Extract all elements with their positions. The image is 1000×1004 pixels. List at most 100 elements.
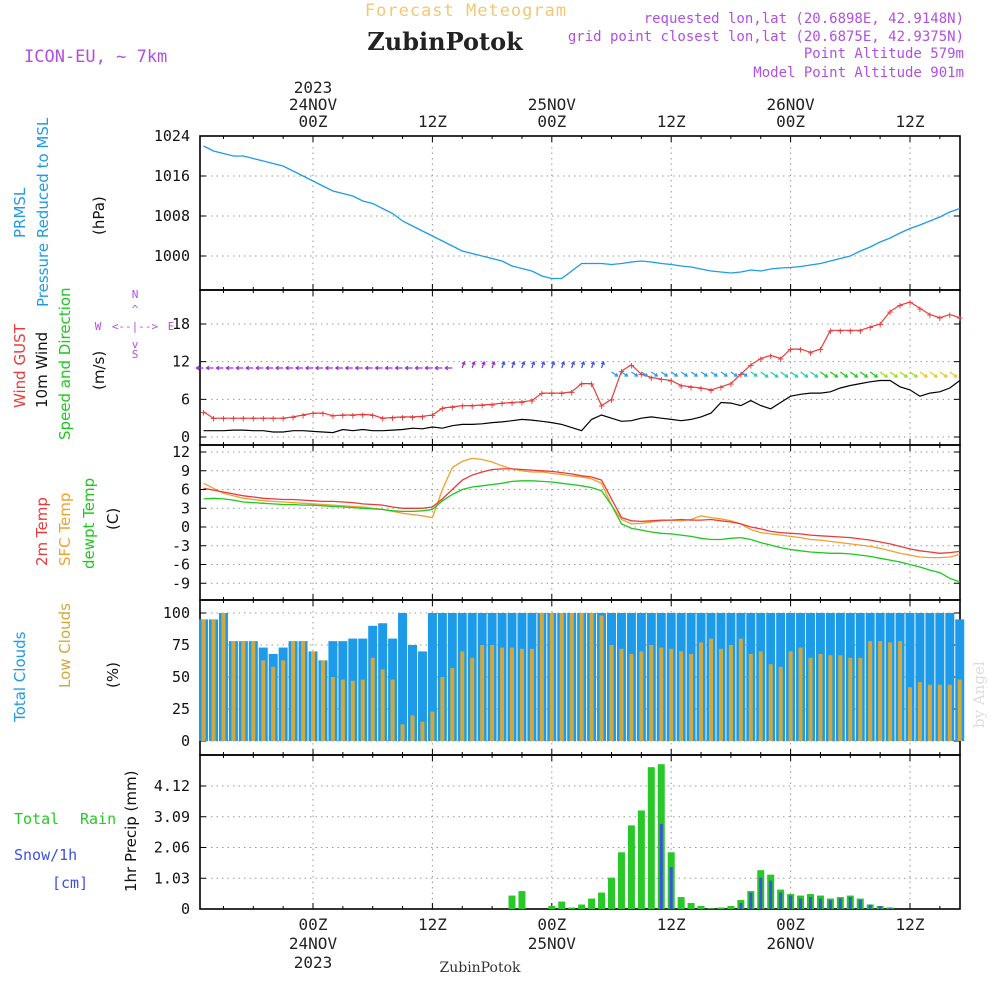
wind10m-line: [203, 379, 961, 434]
low-clouds-label: Low Clouds: [56, 603, 74, 688]
ytick-label: 3.09: [154, 808, 190, 826]
gust-marker: +: [668, 375, 675, 388]
gust-marker: +: [638, 368, 645, 381]
low-cloud-bar: [818, 653, 823, 741]
wind-arrow-head: [551, 360, 556, 366]
wind-arrow-head: [824, 373, 829, 378]
wind-arrow-head: [743, 372, 748, 377]
low-cloud-bar: [510, 647, 514, 741]
low-cloud-bar: [957, 679, 962, 741]
low-cloud-bar: [440, 677, 445, 741]
low-cloud-bar: [420, 721, 425, 741]
gust-marker: +: [419, 410, 426, 423]
rain-bar: [578, 904, 586, 909]
low-cloud-bar: [311, 651, 315, 741]
wind-arrow: [830, 371, 838, 378]
wind-arrow-head: [570, 360, 576, 366]
wind-arrow-head: [294, 365, 299, 371]
ytick-label: -9: [172, 574, 190, 592]
gust-marker: +: [200, 406, 207, 419]
total-cloud-bar: [417, 651, 427, 741]
wind-arrow-head: [434, 365, 439, 371]
snow-bar: [848, 897, 852, 909]
low-cloud-bar: [709, 638, 713, 741]
wind-arrow-head: [634, 372, 639, 377]
snow-unit: [cm]: [52, 874, 88, 892]
wind-arrow-head: [804, 373, 809, 378]
compass-n: N: [132, 288, 139, 301]
prmsl-line: [203, 145, 961, 280]
wind-arrow: [820, 371, 828, 378]
bottom-hour-label: 00Z: [299, 915, 328, 934]
low-cloud-bar: [390, 679, 395, 741]
wind-arrow-head: [275, 365, 279, 371]
low-cloud-bar: [549, 613, 554, 741]
low-cloud-bar: [569, 613, 574, 741]
wind-arrow: [840, 371, 848, 378]
rain-bar: [617, 852, 625, 909]
wind-arrow-head: [324, 365, 329, 371]
gust-marker: +: [399, 411, 406, 424]
footer-location: ZubinPotok: [439, 960, 521, 976]
gust-marker: +: [260, 412, 267, 425]
bottom-date-label: 25NOV: [528, 934, 577, 953]
gust-marker: +: [509, 396, 516, 409]
low-cloud-bar: [947, 684, 952, 741]
gust-marker: +: [777, 353, 784, 366]
bottom-hour-label: 12Z: [418, 915, 447, 934]
low-cloud-bar: [291, 641, 296, 741]
wind-arrow-head: [784, 373, 789, 378]
wind-arrow-head: [444, 365, 449, 371]
snow-bar: [779, 892, 783, 909]
gust-marker: +: [469, 400, 476, 413]
snow-bar: [799, 898, 803, 909]
wind-arrow: [889, 371, 898, 378]
ytick-label: 12: [172, 443, 190, 461]
low-cloud-bar: [888, 642, 893, 741]
wind-arrow-head: [904, 373, 908, 378]
wind-arrow-head: [424, 365, 429, 371]
gust-marker: +: [340, 409, 347, 422]
wind-arrow: [730, 371, 738, 377]
wind-arrow: [720, 371, 728, 377]
wind-arrow-head: [491, 360, 496, 366]
top-hour-label: 12Z: [418, 112, 447, 131]
wind-arrow-head: [644, 372, 649, 377]
wind-arrow-head: [733, 372, 738, 377]
gust-marker: +: [479, 399, 486, 412]
low-cloud-bar: [410, 715, 415, 741]
wind-arrow-head: [404, 365, 409, 371]
low-cloud-bar: [629, 653, 634, 741]
compass-s: S: [132, 348, 139, 361]
compass-arrows-h: <--|-->: [112, 320, 159, 333]
low-cloud-bar: [917, 682, 922, 741]
gust-marker: +: [578, 378, 585, 391]
top-date-label: 26NOV: [767, 95, 816, 114]
gust-label: Wind GUST: [11, 323, 29, 408]
wind-arrow-head: [894, 373, 898, 378]
bottom-hour-label: 00Z: [537, 915, 566, 934]
low-cloud-bar: [927, 684, 932, 741]
low-cloud-bar: [460, 651, 465, 741]
wind-arrow-head: [953, 373, 958, 378]
low-cloud-bar: [430, 711, 435, 741]
ytick-label: 6: [181, 481, 190, 499]
low-cloud-bar: [490, 645, 495, 741]
wind-arrow: [810, 371, 818, 378]
wind-arrow-head: [864, 373, 869, 378]
gust-marker: +: [220, 412, 227, 425]
top-hour-label: 12Z: [657, 112, 686, 131]
low-cloud-bar: [898, 641, 903, 741]
wind-arrow-head: [713, 372, 718, 377]
ytick-label: 50: [172, 668, 190, 686]
wind-arrow-head: [344, 365, 349, 371]
temp2m-label: 2m Temp: [33, 497, 51, 566]
rain-bar: [727, 906, 735, 909]
panel-frame: [199, 754, 961, 910]
snow-bar: [838, 898, 842, 909]
gust-marker: +: [678, 380, 685, 393]
gust-marker: +: [917, 302, 924, 315]
